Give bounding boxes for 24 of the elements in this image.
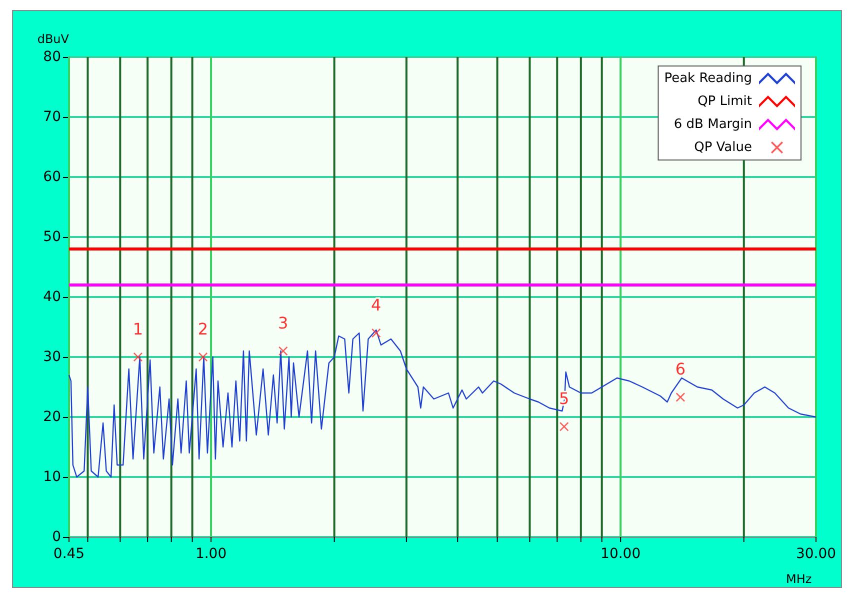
legend-label: QP Value [694, 140, 752, 155]
y-tick-label: 10 [43, 469, 61, 485]
y-tick-label: 20 [43, 409, 61, 425]
y-tick-label: 30 [43, 349, 61, 365]
annotation: 2 [198, 320, 208, 338]
legend-label: 6 dB Margin [674, 117, 752, 132]
annotation: 4 [371, 296, 382, 314]
y-axis-title: dBuV [37, 32, 70, 46]
y-tick-label: 60 [43, 169, 61, 185]
y-tick-label: 40 [43, 289, 61, 305]
x-tick-label: 10.00 [600, 546, 641, 562]
annotation: 1 [132, 320, 144, 338]
legend-label: QP Limit [698, 94, 752, 109]
x-tick-label: 1.00 [195, 546, 227, 562]
annotation: 6 [675, 360, 686, 379]
annotation: 3 [278, 314, 288, 332]
y-tick-label: 50 [43, 229, 61, 245]
legend-label: Peak Reading [664, 71, 752, 86]
y-tick-label: 0 [52, 529, 61, 545]
x-tick-label: 0.45 [53, 546, 85, 562]
y-tick-label: 80 [43, 49, 61, 65]
x-tick-label: 30.00 [796, 546, 836, 562]
x-axis-title: MHz [786, 572, 812, 586]
y-tick-label: 70 [43, 109, 61, 125]
